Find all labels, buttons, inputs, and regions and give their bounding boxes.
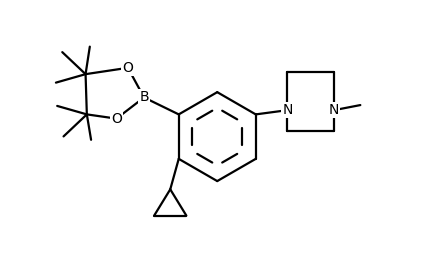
Text: N: N [282,103,293,117]
Text: O: O [111,112,122,126]
Text: O: O [123,61,133,75]
Text: N: N [329,103,339,117]
Text: B: B [139,91,149,104]
